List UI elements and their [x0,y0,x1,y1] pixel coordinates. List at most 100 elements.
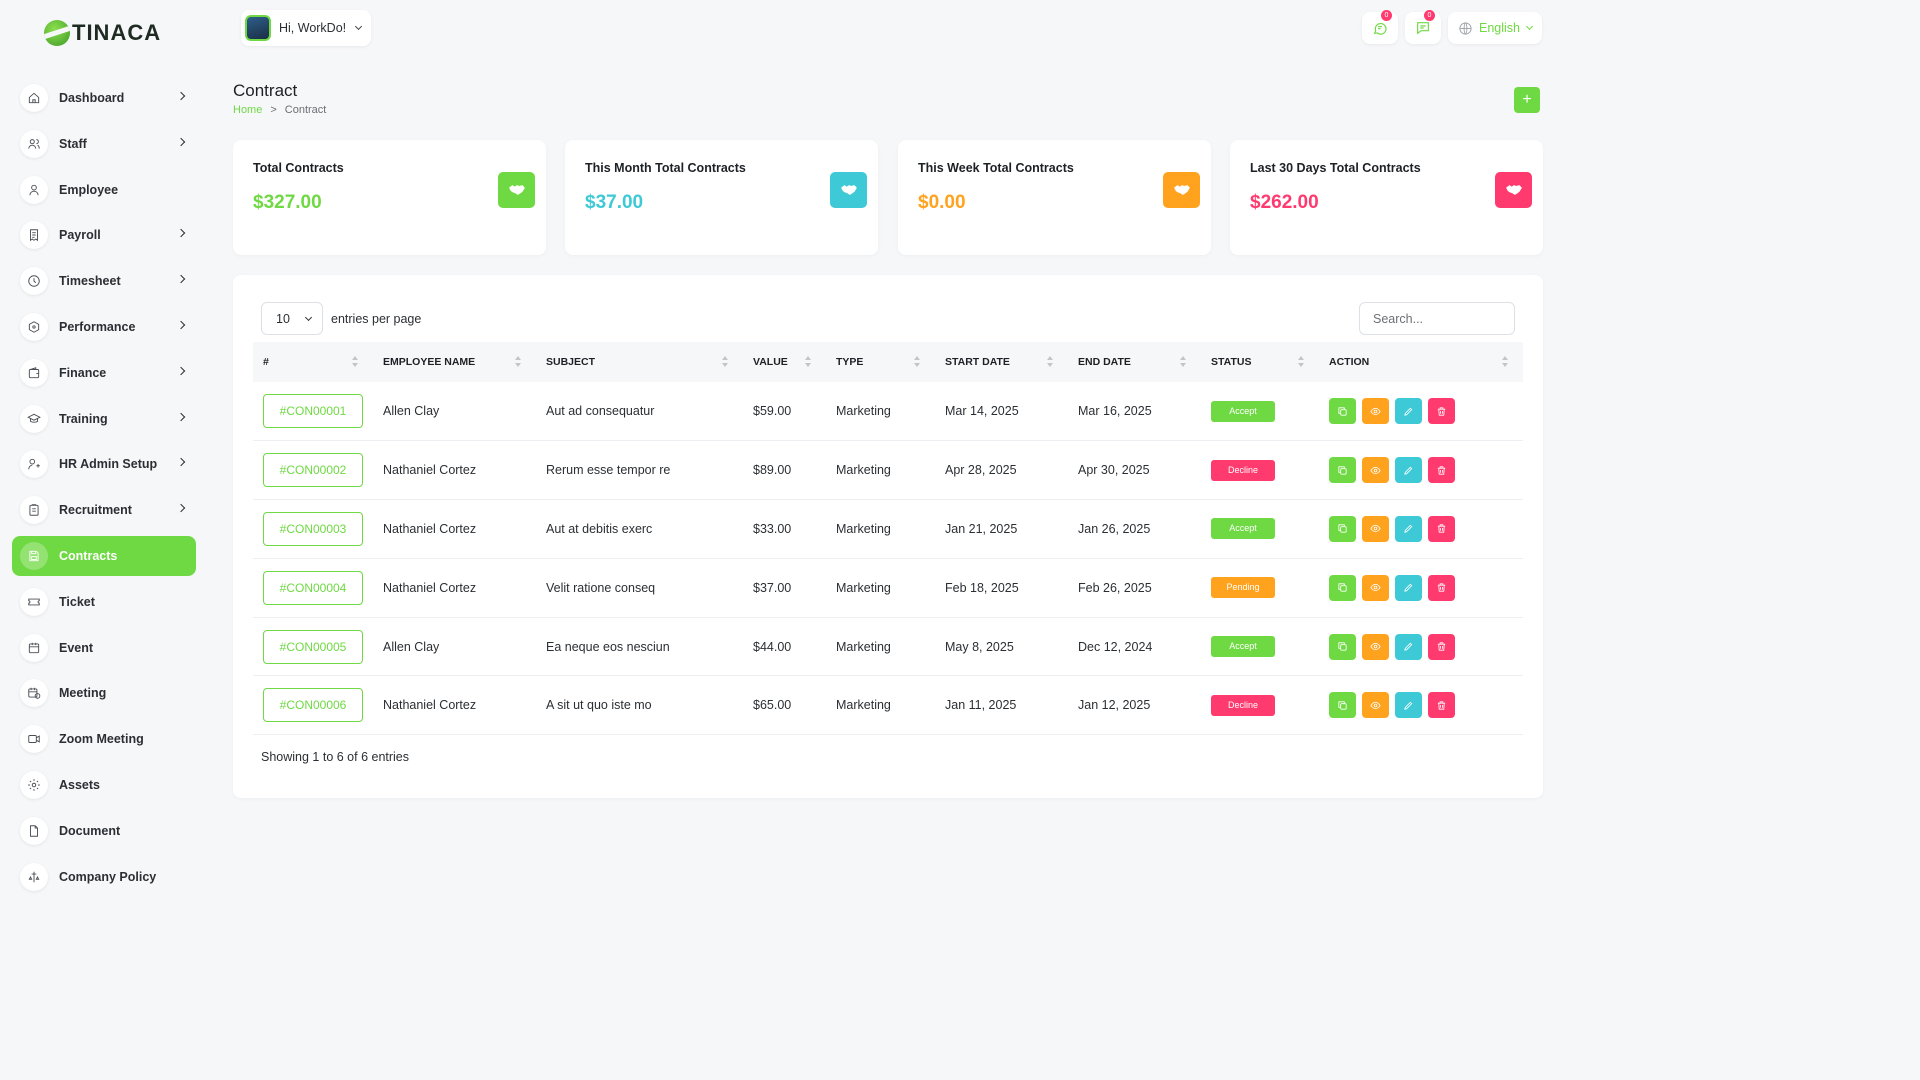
trash-icon [1437,524,1446,534]
column-header[interactable]: START DATE [935,342,1068,382]
copy-button[interactable] [1329,633,1356,660]
cell-status: Accept [1201,500,1319,559]
sidebar-item-performance[interactable]: Performance [12,307,196,347]
contract-id-button[interactable]: #CON00005 [263,629,363,664]
copy-button[interactable] [1329,398,1356,425]
sidebar-item-training[interactable]: Training [12,399,196,439]
sidebar-item-timesheet[interactable]: Timesheet [12,261,196,301]
language-selector[interactable]: English [1448,12,1542,44]
column-header-label: ACTION [1329,356,1370,368]
sidebar-item-staff[interactable]: Staff [12,124,196,164]
sidebar-item-dashboard[interactable]: Dashboard [12,78,196,118]
eye-icon [1370,407,1381,415]
sidebar-item-label: Document [59,823,121,838]
sidebar-item-hr-admin-setup[interactable]: HR Admin Setup [12,444,196,484]
view-button[interactable] [1362,574,1389,601]
contract-id-button[interactable]: #CON00004 [263,570,363,605]
entries-per-page-select[interactable]: 10 [261,302,323,335]
stat-value: $327.00 [253,192,322,213]
column-header[interactable]: # [253,342,373,382]
column-header[interactable]: END DATE [1068,342,1201,382]
cell-start-date: Jan 11, 2025 [945,698,1017,713]
device-floppy-icon [20,541,48,570]
chevron-right-icon [176,412,186,421]
column-header[interactable]: STATUS [1201,342,1319,382]
edit-button[interactable] [1395,633,1422,660]
row-actions [1329,633,1523,660]
breadcrumb-home[interactable]: Home [233,104,263,116]
sidebar-item-zoom-meeting[interactable]: Zoom Meeting [12,719,196,759]
column-header[interactable]: ACTION [1319,342,1523,382]
delete-button[interactable] [1428,633,1455,660]
edit-button[interactable] [1395,692,1422,719]
view-button[interactable] [1362,692,1389,719]
breadcrumb: Home > Contract [233,104,326,116]
wallet-icon [20,358,48,387]
copy-button[interactable] [1329,574,1356,601]
search-input[interactable] [1359,302,1515,335]
clipboard-icon [20,496,48,525]
app-logo[interactable]: TINACA [44,20,161,46]
status-badge: Accept [1211,400,1275,422]
delete-button[interactable] [1428,398,1455,425]
sidebar-item-event[interactable]: Event [12,628,196,668]
column-header[interactable]: SUBJECT [536,342,743,382]
sidebar-item-label: Timesheet [59,274,121,289]
column-header[interactable]: VALUE [743,342,826,382]
column-header[interactable]: EMPLOYEE NAME [373,342,536,382]
sidebar-item-contracts[interactable]: Contracts [12,535,196,576]
sidebar-item-assets[interactable]: Assets [12,765,196,805]
cell-subject: A sit ut quo iste mo [546,698,652,713]
view-button[interactable] [1362,398,1389,425]
edit-button[interactable] [1395,398,1422,425]
sidebar-item-finance[interactable]: Finance [12,353,196,393]
copy-button[interactable] [1329,515,1356,542]
view-button[interactable] [1362,457,1389,484]
column-header[interactable]: TYPE [826,342,935,382]
contract-id-button[interactable]: #CON00002 [263,453,363,488]
copy-icon [1338,642,1347,651]
cell-subject: Aut at debitis exerc [546,521,653,536]
contract-id-button[interactable]: #CON00006 [263,688,363,723]
sidebar-item-meeting[interactable]: Meeting [12,673,196,713]
sidebar-item-company-policy[interactable]: Company Policy [12,857,196,897]
edit-button[interactable] [1395,457,1422,484]
sidebar-item-recruitment[interactable]: Recruitment [12,490,196,530]
edit-button[interactable] [1395,515,1422,542]
add-contract-button[interactable]: + [1514,87,1540,113]
delete-button[interactable] [1428,692,1455,719]
cell-id: #CON00002 [253,441,373,500]
stat-value: $37.00 [585,192,644,213]
view-button[interactable] [1362,633,1389,660]
copy-button[interactable] [1329,692,1356,719]
table-row: #CON00003 Nathaniel Cortez Aut at debitis … [253,500,1523,559]
user-menu[interactable]: Hi, WorkDo! [241,10,372,46]
delete-button[interactable] [1428,574,1455,601]
contracts-table: # EMPLOYEE NAME SUBJECT VALUE TYPE START DATE… [253,342,1523,735]
sidebar-item-payroll[interactable]: Payroll [12,215,196,255]
user-plus-icon [20,450,48,479]
stat-title: Last 30 Days Total Contracts [1250,161,1421,175]
delete-button[interactable] [1428,515,1455,542]
cell-value: $89.00 [753,463,792,478]
contract-id-button[interactable]: #CON00001 [263,394,363,429]
delete-button[interactable] [1428,457,1455,484]
column-header-label: TYPE [836,356,864,368]
chat-button[interactable]: 0 [1362,10,1398,44]
copy-button[interactable] [1329,457,1356,484]
contract-id-button[interactable]: #CON00003 [263,511,363,546]
column-header-label: START DATE [945,356,1010,368]
edit-button[interactable] [1395,574,1422,601]
sidebar-item-employee[interactable]: Employee [12,170,196,210]
pencil-icon [1404,642,1413,651]
cell-employee: Nathaniel Cortez [383,463,477,478]
messages-button[interactable]: 0 [1405,10,1441,44]
column-header-label: SUBJECT [546,356,596,368]
sidebar-nav: Dashboard Staff Employee Payroll Timesheet Pe… [12,78,196,902]
sidebar-item-document[interactable]: Document [12,811,196,851]
sidebar-item-label: Assets [59,777,100,792]
chevron-right-icon [176,320,186,330]
view-button[interactable] [1362,515,1389,542]
sidebar-item-ticket[interactable]: Ticket [12,582,196,622]
cell-type: Marketing [836,521,891,536]
